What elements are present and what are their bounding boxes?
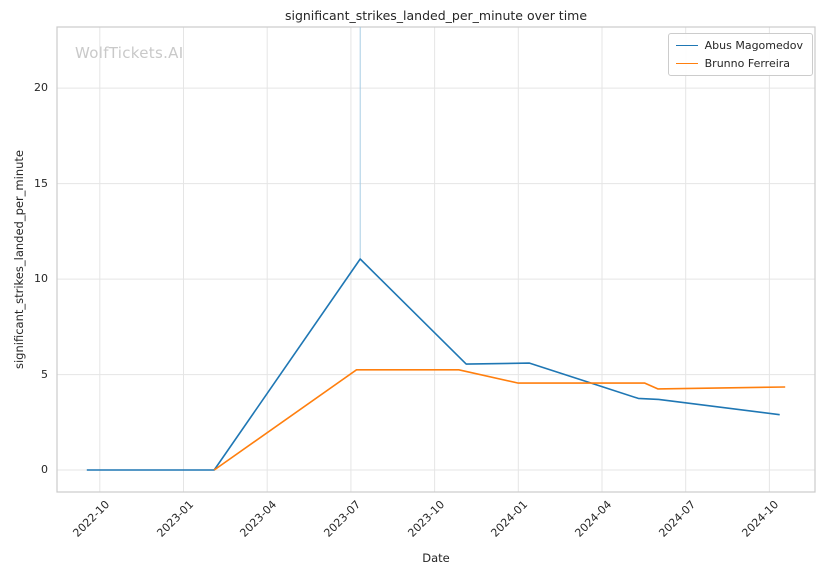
x-axis-label: Date — [422, 551, 450, 565]
chart-title: significant_strikes_landed_per_minute ov… — [284, 8, 588, 23]
y-axis-label: significant_strikes_landed_per_minute — [12, 150, 26, 369]
y-tick-label: 10 — [34, 272, 48, 286]
y-tick-label: 20 — [34, 81, 48, 95]
legend-line-swatch — [675, 63, 698, 64]
legend-line-swatch — [675, 45, 698, 46]
y-tick-label: 5 — [41, 367, 48, 381]
legend-item: Brunno Ferreira — [675, 57, 803, 70]
watermark: WolfTickets.AI — [75, 44, 184, 62]
legend: Abus Magomedov Brunno Ferreira — [667, 33, 813, 76]
legend-label: Brunno Ferreira — [704, 57, 791, 70]
plot-border — [56, 26, 816, 493]
legend-label: Abus Magomedov — [704, 39, 803, 52]
y-tick-label: 15 — [34, 176, 48, 190]
legend-item: Abus Magomedov — [675, 39, 803, 52]
y-tick-label: 0 — [41, 463, 48, 476]
series-line-2 — [213, 368, 786, 471]
series-line-1 — [86, 258, 780, 471]
